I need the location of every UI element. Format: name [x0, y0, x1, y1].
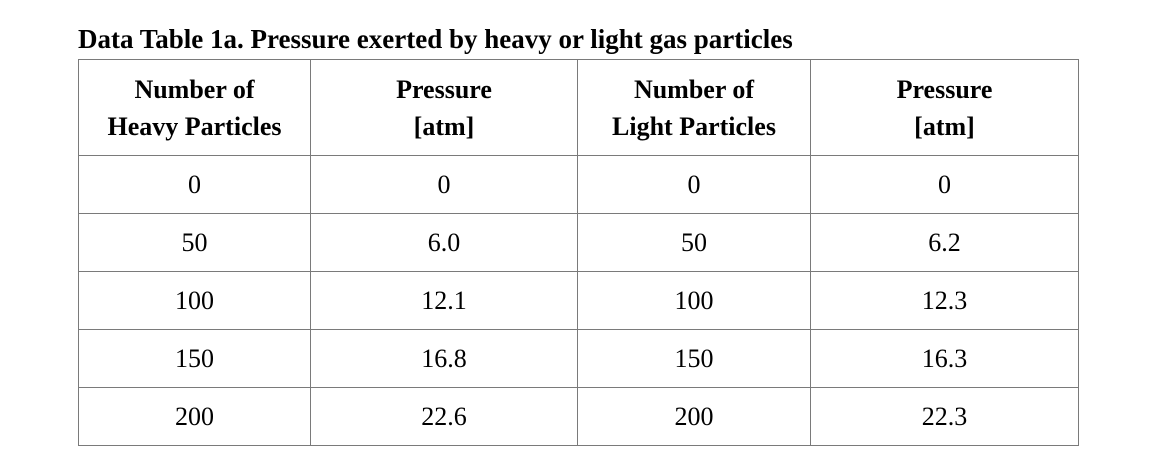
header-line: Light Particles	[612, 111, 776, 141]
table-cell: 200	[577, 387, 811, 446]
header-light-particles: Number of Light Particles	[577, 59, 811, 156]
table-row: 200 22.6 200 22.3	[78, 387, 1079, 446]
table-cell: 22.6	[310, 387, 578, 446]
table-cell: 0	[810, 155, 1079, 214]
header-line: Number of	[633, 74, 755, 104]
header-line: Heavy Particles	[107, 111, 282, 141]
header-line: Number of	[134, 74, 255, 104]
table-cell: 0	[577, 155, 811, 214]
table-cell: 6.0	[310, 213, 578, 272]
table-row: 100 12.1 100 12.3	[78, 271, 1079, 330]
header-pressure-light: Pressure [atm]	[810, 59, 1079, 156]
header-row: Number of Heavy Particles Pressure [atm]…	[78, 59, 1079, 156]
table-caption: Data Table 1a. Pressure exerted by heavy…	[78, 24, 793, 54]
pressure-data-table: Number of Heavy Particles Pressure [atm]…	[78, 59, 1079, 446]
table-cell: 0	[78, 155, 311, 214]
table-cell: 0	[310, 155, 578, 214]
table-cell: 12.3	[810, 271, 1079, 330]
table-row: 0 0 0 0	[78, 155, 1079, 214]
header-pressure-heavy: Pressure [atm]	[310, 59, 578, 156]
table-cell: 100	[577, 271, 811, 330]
table-cell: 50	[78, 213, 311, 272]
header-line: [atm]	[914, 111, 975, 141]
table-cell: 50	[577, 213, 811, 272]
table-row: 150 16.8 150 16.3	[78, 329, 1079, 388]
table-cell: 12.1	[310, 271, 578, 330]
table-cell: 200	[78, 387, 311, 446]
table-cell: 16.3	[810, 329, 1079, 388]
table-cell: 150	[78, 329, 311, 388]
table-cell: 100	[78, 271, 311, 330]
header-line: [atm]	[413, 111, 475, 141]
table-cell: 6.2	[810, 213, 1079, 272]
header-heavy-particles: Number of Heavy Particles	[78, 59, 311, 156]
table-row: 50 6.0 50 6.2	[78, 213, 1079, 272]
table-cell: 22.3	[810, 387, 1079, 446]
table-cell: 16.8	[310, 329, 578, 388]
header-line: Pressure	[396, 74, 492, 104]
header-line: Pressure	[896, 74, 993, 104]
table-cell: 150	[577, 329, 811, 388]
